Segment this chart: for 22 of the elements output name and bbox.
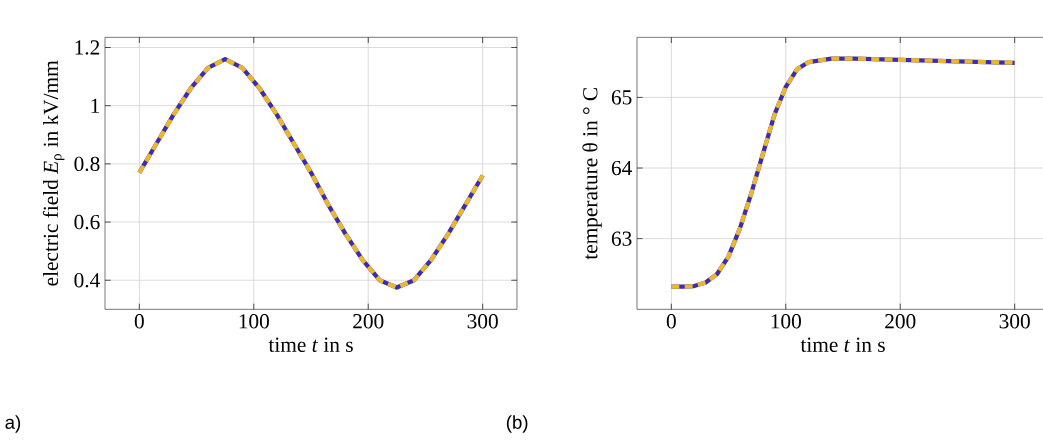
y-tick-label: 65: [611, 90, 632, 105]
x-tick-label: 100: [239, 314, 269, 329]
y-tick-label: 0.8: [74, 156, 100, 172]
x-tick-label: 0: [134, 314, 144, 329]
y-tick-label: 0.6: [74, 214, 100, 230]
text: a): [5, 415, 21, 433]
y-tick-label: 63: [611, 231, 632, 246]
x-tick-label: 200: [353, 314, 384, 329]
y-tick-label: 1.2: [75, 40, 100, 55]
x-tick-label: 300: [999, 314, 1030, 329]
x-tick-label: 100: [771, 314, 801, 329]
x-axis-title: time t in s: [800, 337, 885, 352]
y-axis-title: temperature θ in ° C: [582, 88, 602, 260]
text: (b): [506, 415, 528, 433]
y-tick-label: 0.4: [74, 273, 100, 288]
x-tick-label: 0: [666, 314, 676, 329]
y-tick-label: 1: [91, 98, 100, 113]
x-axis-title: time t in s: [268, 337, 353, 352]
x-tick-label: 200: [885, 314, 916, 329]
x-tick-label: 300: [467, 314, 498, 329]
y-axis-title: electric field E$_{ρ}$ in kV/mm: [42, 60, 65, 286]
y-tick-label: 64: [611, 160, 632, 176]
